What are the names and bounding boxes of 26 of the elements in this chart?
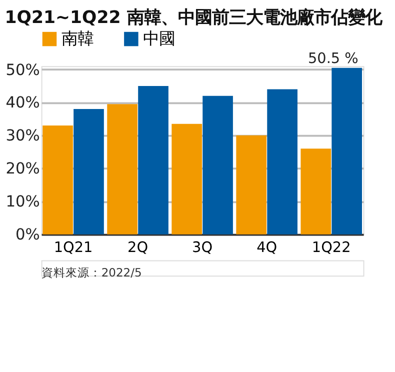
- legend-label: 南韓: [62, 28, 94, 48]
- bar: [236, 135, 267, 234]
- bar: [107, 104, 138, 234]
- bar: [74, 109, 104, 234]
- data-label: 50.5 %: [308, 51, 358, 68]
- bar: [332, 68, 362, 234]
- x-tick-label: 1Q21: [54, 240, 93, 256]
- bar: [202, 96, 233, 234]
- bar: [138, 86, 168, 234]
- y-tick-label: 30%: [6, 126, 40, 145]
- y-tick-label: 10%: [6, 192, 40, 211]
- legend-label: 中國: [143, 28, 176, 48]
- source-note: 資料來源：2022/5: [41, 266, 142, 280]
- y-tick-label: 40%: [6, 94, 40, 112]
- bar: [172, 124, 202, 234]
- bar: [42, 126, 73, 234]
- bar: [300, 148, 332, 234]
- y-tick-label: 0%: [16, 226, 40, 244]
- bar: [267, 89, 298, 234]
- x-tick-label: 1Q22: [312, 240, 351, 256]
- x-tick-label: 2Q: [128, 240, 148, 256]
- chart-title: 1Q21~1Q22 南韓、中國前三大電池廠市佔變化: [4, 8, 383, 28]
- x-tick-label: 4Q: [256, 240, 278, 256]
- x-tick-label: 3Q: [192, 240, 213, 256]
- y-tick-label: 20%: [6, 160, 40, 178]
- y-tick-label: 50%: [6, 60, 40, 79]
